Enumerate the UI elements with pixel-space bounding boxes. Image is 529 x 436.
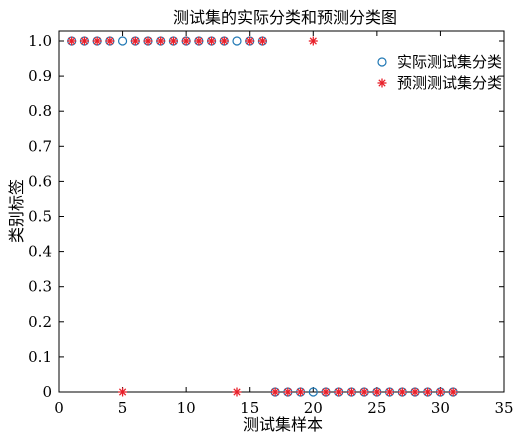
y-tick-label: 0.9 bbox=[28, 67, 52, 85]
predicted-point bbox=[156, 37, 165, 46]
predicted-point bbox=[258, 37, 267, 46]
y-tick-label: 0.6 bbox=[28, 172, 52, 190]
predicted-point bbox=[131, 37, 140, 46]
chart-title: 测试集的实际分类和预测分类图 bbox=[173, 8, 397, 27]
legend-marker-predicted bbox=[378, 79, 387, 88]
predicted-point bbox=[334, 388, 343, 397]
predicted-point bbox=[118, 388, 127, 397]
predicted-point bbox=[283, 388, 292, 397]
predicted-point bbox=[105, 37, 114, 46]
x-tick-label: 35 bbox=[494, 399, 513, 417]
predicted-point bbox=[347, 388, 356, 397]
x-axis-label: 测试集样本 bbox=[243, 415, 323, 434]
y-tick-label: 0.3 bbox=[28, 278, 52, 296]
y-tick-label: 0.2 bbox=[28, 313, 52, 331]
legend-marker-actual bbox=[378, 58, 386, 66]
predicted-point bbox=[245, 37, 254, 46]
y-tick-label: 0.1 bbox=[28, 348, 52, 366]
predicted-point bbox=[67, 37, 76, 46]
predicted-point bbox=[80, 37, 89, 46]
y-tick-label: 0.4 bbox=[28, 243, 52, 261]
y-tick-label: 0 bbox=[42, 383, 52, 401]
predicted-point bbox=[309, 37, 318, 46]
predicted-point bbox=[360, 388, 369, 397]
predicted-point bbox=[144, 37, 153, 46]
predicted-point bbox=[385, 388, 394, 397]
y-tick-label: 0.7 bbox=[28, 137, 52, 155]
predicted-point bbox=[423, 388, 432, 397]
y-tick-label: 1.0 bbox=[28, 32, 52, 50]
predicted-point bbox=[296, 388, 305, 397]
actual-point bbox=[119, 37, 127, 45]
predicted-point bbox=[233, 388, 242, 397]
predicted-point bbox=[449, 388, 458, 397]
x-tick-label: 25 bbox=[367, 399, 386, 417]
predicted-point bbox=[194, 37, 203, 46]
predicted-point bbox=[169, 37, 178, 46]
predicted-point bbox=[411, 388, 420, 397]
predicted-point bbox=[372, 388, 381, 397]
y-axis-label: 类别标签 bbox=[7, 179, 26, 243]
predicted-point bbox=[436, 388, 445, 397]
predicted-point bbox=[271, 388, 280, 397]
predicted-point bbox=[93, 37, 102, 46]
predicted-point bbox=[182, 37, 191, 46]
x-tick-label: 30 bbox=[431, 399, 450, 417]
legend-label: 实际测试集分类 bbox=[397, 53, 502, 71]
x-tick-label: 10 bbox=[177, 399, 196, 417]
predicted-point bbox=[398, 388, 407, 397]
predicted-point bbox=[220, 37, 229, 46]
y-tick-label: 0.5 bbox=[28, 208, 52, 226]
y-tick-label: 0.8 bbox=[28, 102, 52, 120]
x-tick-label: 0 bbox=[54, 399, 64, 417]
x-tick-label: 5 bbox=[118, 399, 128, 417]
predicted-point bbox=[322, 388, 331, 397]
legend-label: 预测测试集分类 bbox=[397, 74, 502, 92]
actual-point bbox=[233, 37, 241, 45]
predicted-point bbox=[207, 37, 216, 46]
